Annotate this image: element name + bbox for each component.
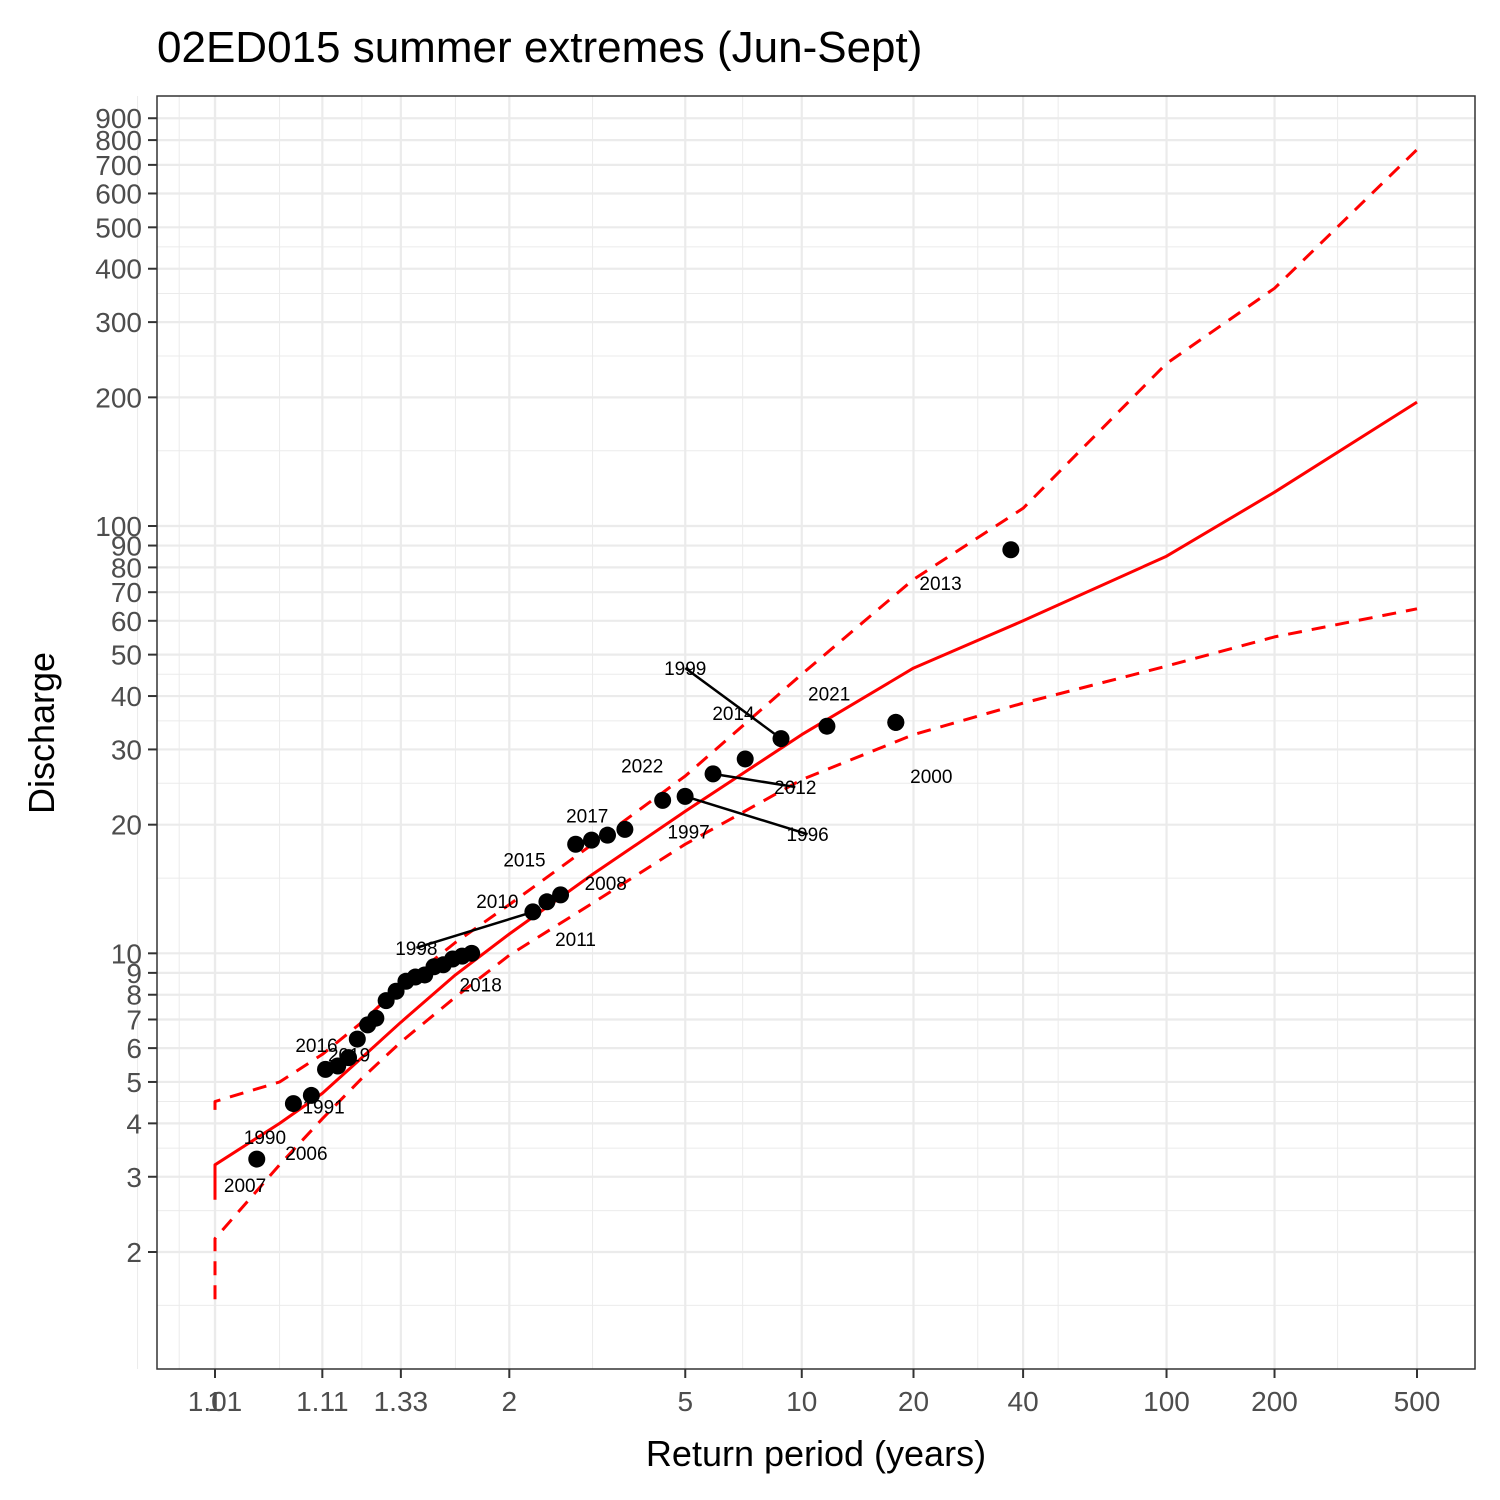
point-year-label: 2021 (808, 685, 850, 706)
data-point (248, 1150, 266, 1168)
point-year-label: 2015 (503, 850, 545, 871)
y-tick-label: 70 (111, 577, 142, 608)
point-year-label: 1997 (667, 822, 709, 843)
point-year-label: 2022 (621, 757, 663, 778)
y-tick-label: 8 (126, 980, 142, 1011)
x-tick-label: 20 (898, 1386, 929, 1417)
y-tick-label: 3 (126, 1162, 142, 1193)
data-point (887, 713, 905, 731)
y-tick-label: 20 (111, 810, 142, 841)
y-tick-label: 7 (126, 1005, 142, 1036)
label-leader-line (712, 772, 796, 789)
data-point (616, 820, 634, 838)
axis-layer: 11.01 1.11 1.33 2 5 10 20 40 100 200 5002345678910… (95, 103, 1440, 1417)
y-tick-label: 900 (95, 103, 142, 134)
point-year-label: 1999 (664, 659, 706, 680)
y-tick-label: 10 (111, 938, 142, 969)
y-tick-label: 9 (126, 958, 142, 989)
x-tick-label: 5 (677, 1386, 693, 1417)
point-year-label: 2010 (476, 892, 518, 913)
y-tick-label: 30 (111, 734, 142, 765)
data-point (704, 765, 722, 783)
data-point (818, 717, 836, 735)
label-leader-line (684, 795, 808, 836)
point-year-label: 2013 (919, 574, 961, 595)
panel-border (156, 95, 1476, 1370)
data-point (567, 835, 585, 853)
label-leader-line (684, 667, 782, 740)
x-tick-label: 200 (1251, 1386, 1298, 1417)
x-tick-label: 2 (502, 1386, 518, 1417)
chart-title: 02ED015 summer extremes (Jun-Sept) (157, 23, 922, 72)
x-tick-label: 1.01 (188, 1386, 243, 1417)
x-tick-label: 1.33 (374, 1386, 429, 1417)
y-tick-label: 40 (111, 681, 142, 712)
data-point (583, 831, 601, 849)
data-point (348, 1030, 366, 1048)
y-tick-label: 50 (111, 640, 142, 671)
upper-confidence-line (213, 148, 1419, 1110)
data-point (654, 791, 672, 809)
y-tick-label: 4 (126, 1108, 142, 1139)
point-year-label: 2014 (712, 704, 755, 725)
point-year-label: 2016 (295, 1036, 337, 1057)
data-point (367, 1009, 385, 1027)
label-leader-line (416, 910, 534, 950)
point-year-label: 2006 (285, 1144, 327, 1165)
point-year-label: 2011 (555, 930, 596, 951)
point-year-label: 1998 (395, 939, 437, 960)
point-year-label: 2017 (566, 807, 608, 828)
y-tick-label: 500 (95, 212, 142, 243)
y-tick-label: 6 (126, 1033, 142, 1064)
x-tick-label: 100 (1143, 1386, 1190, 1417)
leader-line-layer (416, 667, 808, 950)
point-year-label: 1996 (786, 825, 828, 846)
y-tick-label: 400 (95, 254, 142, 285)
data-point (538, 893, 556, 911)
y-tick-label: 2 (126, 1237, 142, 1268)
data-point (599, 826, 617, 844)
point-year-label: 1991 (302, 1098, 344, 1119)
data-point (552, 886, 570, 904)
y-tick-label: 600 (95, 178, 142, 209)
point-year-label: 2000 (910, 767, 952, 788)
data-point (676, 787, 694, 805)
x-tick-label: 1.11 (296, 1386, 348, 1417)
x-tick-label: 40 (1008, 1386, 1039, 1417)
data-point (736, 750, 754, 768)
y-tick-label: 80 (111, 552, 142, 583)
data-point (302, 1086, 320, 1104)
y-tick-label: 60 (111, 606, 142, 637)
point-year-label: 2008 (585, 874, 627, 895)
y-tick-label: 700 (95, 150, 142, 181)
y-tick-label: 200 (95, 382, 142, 413)
data-point (524, 903, 542, 921)
x-tick-label: 500 (1394, 1386, 1441, 1417)
point-year-label: 2012 (774, 778, 816, 799)
grid-layer (137, 96, 1475, 1369)
point-year-label: 1990 (244, 1128, 286, 1149)
y-tick-label: 800 (95, 125, 142, 156)
y-axis-title: Discharge (21, 652, 62, 814)
x-axis-title: Return period (years) (646, 1433, 986, 1474)
x-tick-label: 10 (786, 1386, 817, 1417)
confidence-band-layer (213, 148, 1419, 1300)
y-tick-label: 300 (95, 307, 142, 338)
data-point (284, 1095, 302, 1113)
data-point (463, 944, 481, 962)
y-tick-label: 5 (126, 1067, 142, 1098)
point-year-label: 2019 (328, 1045, 370, 1066)
data-point (772, 730, 790, 748)
data-point (1002, 541, 1020, 559)
point-year-label: 2007 (224, 1176, 266, 1197)
data-point-layer (248, 541, 1020, 1168)
point-year-label: 2018 (460, 976, 502, 997)
x-tick-label: 1 (207, 1386, 223, 1417)
y-tick-label: 90 (111, 531, 142, 562)
y-tick-label: 100 (95, 511, 142, 542)
data-point (340, 1049, 358, 1067)
